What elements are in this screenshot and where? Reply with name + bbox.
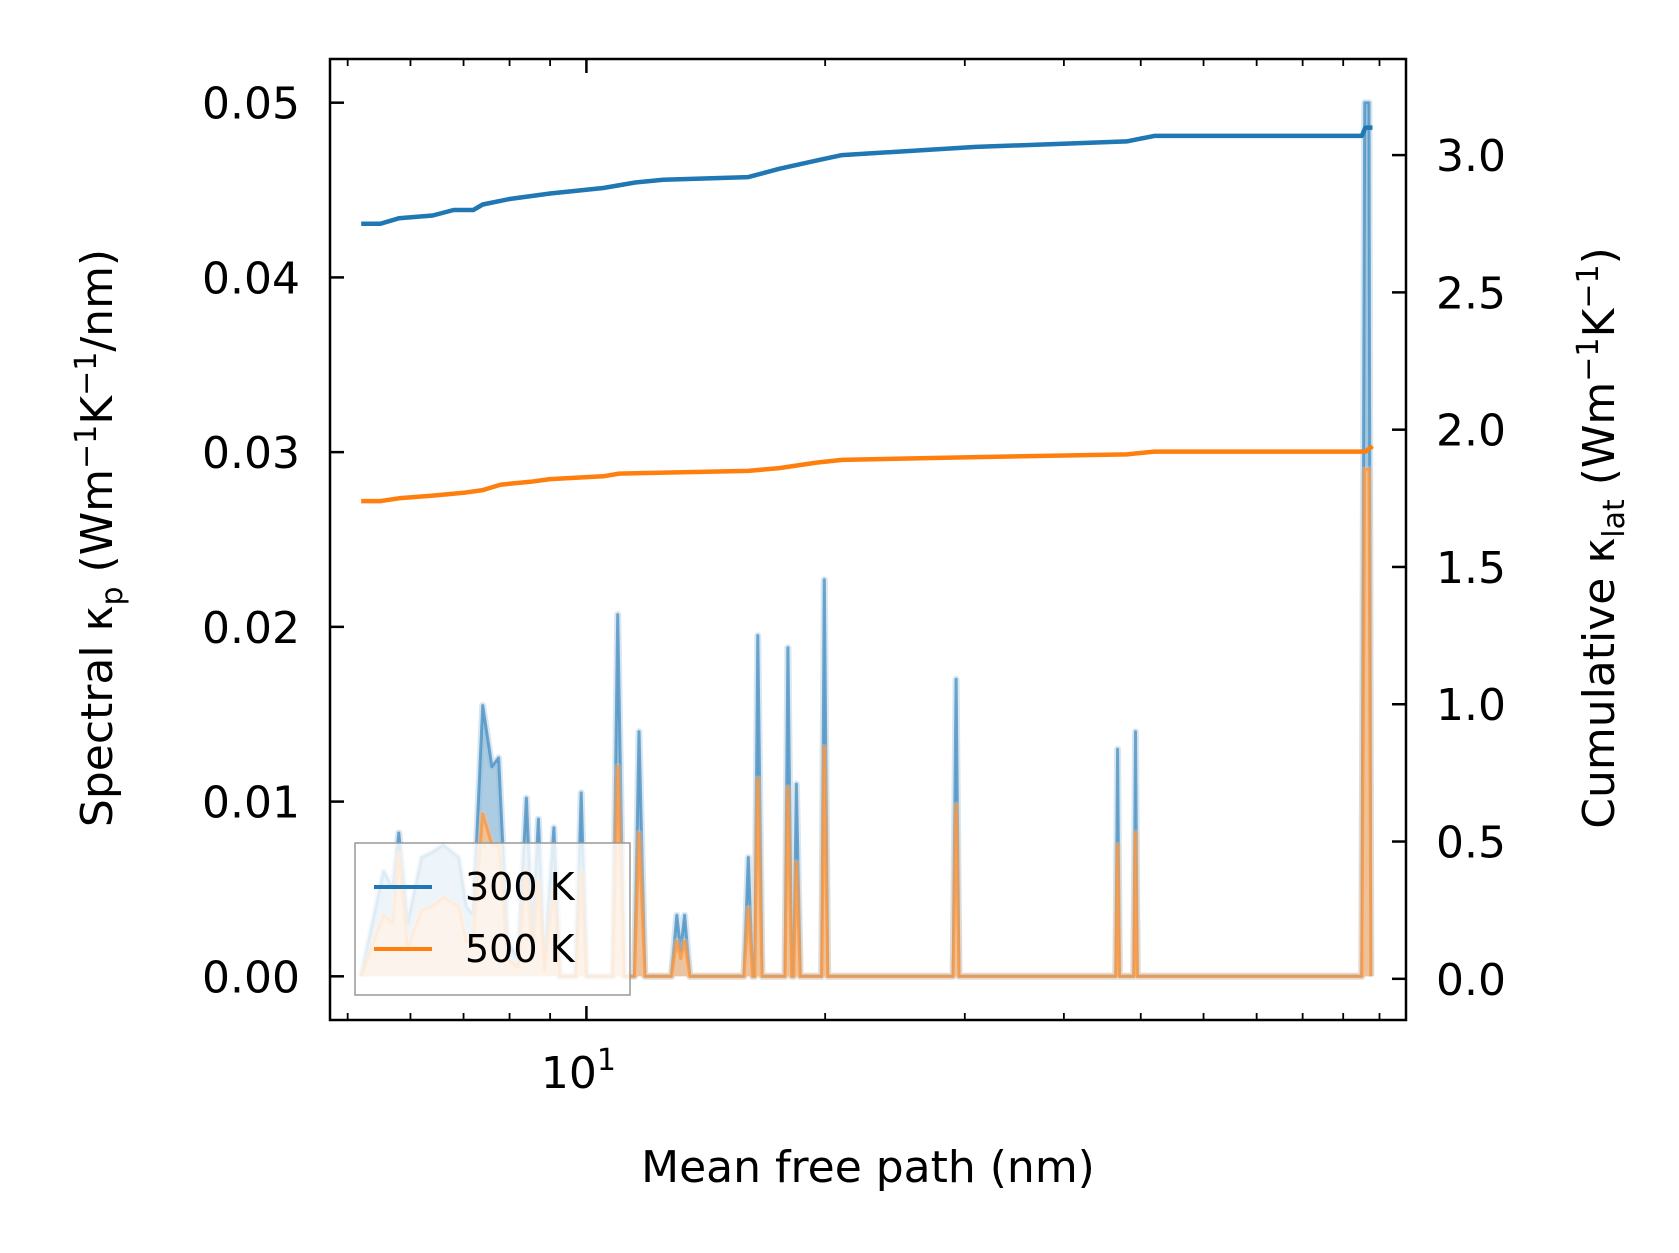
right-y-tick-label: 2.0 — [1436, 406, 1506, 457]
x-axis-label: Mean free path (nm) — [641, 1142, 1095, 1193]
right-y-tick-label: 3.0 — [1436, 131, 1506, 182]
left-y-tick-label: 0.04 — [202, 253, 300, 304]
left-y-tick-label: 0.03 — [202, 428, 300, 479]
legend-label-500k: 500 K — [465, 927, 576, 971]
right-axis-label: Cumulative κlat (Wm−1K−1) — [1571, 247, 1632, 829]
legend: 300 K 500 K — [354, 842, 631, 996]
plot-frame — [328, 57, 1408, 1022]
cumulative-line-300k — [361, 125, 1373, 226]
left-y-tick-label: 0.02 — [202, 603, 300, 654]
right-y-tick-label: 2.5 — [1436, 268, 1506, 319]
right-y-tick-label: 0.0 — [1436, 955, 1506, 1006]
series-lines — [361, 125, 1374, 504]
right-y-tick-label: 0.5 — [1436, 818, 1506, 869]
left-y-tick-label: 0.05 — [202, 79, 300, 130]
axis-ticks — [330, 59, 1406, 1020]
x-tick-label: 101 — [541, 1043, 616, 1099]
legend-label-300k: 300 K — [465, 865, 576, 909]
right-y-tick-label: 1.5 — [1436, 543, 1506, 594]
axis-tick-labels: 0.00 0.01 0.02 0.03 0.04 0.05 0.0 0.5 1.0 1.5 2.0 2… — [202, 79, 1506, 1099]
cumulative-line-500k — [361, 444, 1374, 504]
left-y-tick-label: 0.00 — [202, 952, 300, 1003]
legend-box — [354, 842, 631, 996]
right-y-tick-label: 1.0 — [1436, 680, 1506, 731]
left-y-tick-label: 0.01 — [202, 778, 300, 829]
left-axis-label: Spectral κp (Wm−1K−1/nm) — [69, 249, 130, 827]
